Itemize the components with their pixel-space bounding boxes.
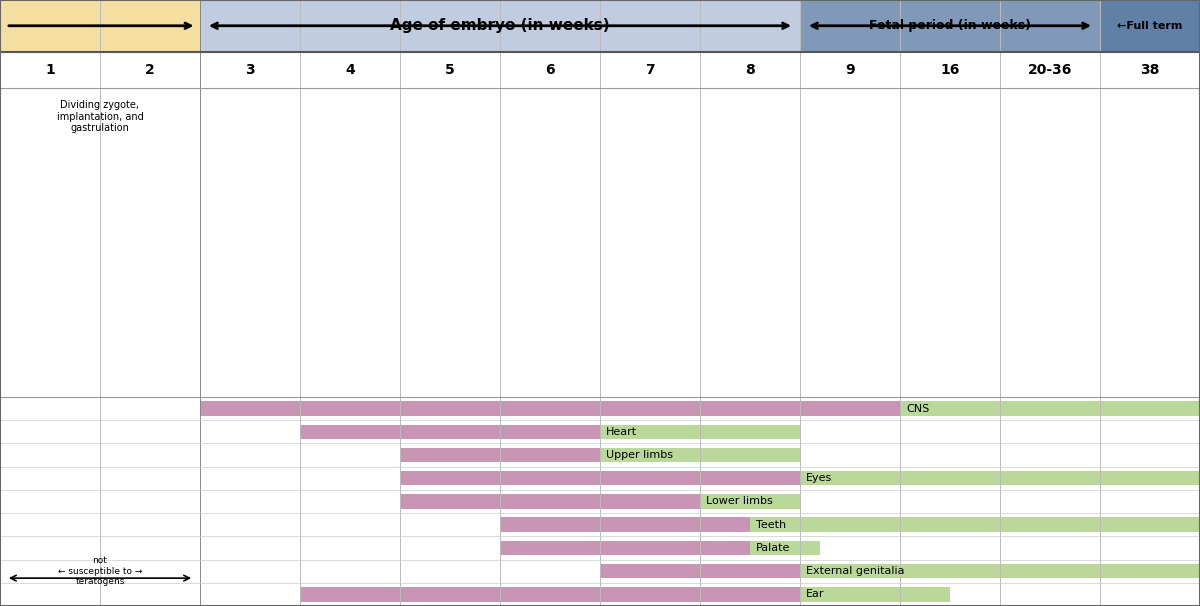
Text: 7: 7 <box>646 62 655 77</box>
Text: 3: 3 <box>245 62 254 77</box>
Text: 5: 5 <box>445 62 455 77</box>
Text: Fetal period (in weeks): Fetal period (in weeks) <box>869 19 1031 32</box>
Text: 16: 16 <box>941 62 960 77</box>
Bar <box>300 587 800 602</box>
Bar <box>0 0 200 52</box>
Bar <box>400 448 600 462</box>
Bar <box>500 541 750 555</box>
Bar <box>600 425 800 439</box>
Bar <box>800 587 950 602</box>
Text: Age of embryo (in weeks): Age of embryo (in weeks) <box>390 18 610 33</box>
Bar <box>800 0 1100 52</box>
Text: 20-36: 20-36 <box>1028 62 1072 77</box>
Text: Upper limbs: Upper limbs <box>606 450 673 460</box>
Bar <box>400 494 700 508</box>
Bar <box>200 0 800 52</box>
Bar <box>400 471 800 485</box>
Text: 6: 6 <box>545 62 554 77</box>
Text: 8: 8 <box>745 62 755 77</box>
Bar <box>500 518 750 532</box>
Text: Ear: Ear <box>806 590 824 599</box>
Bar <box>300 425 600 439</box>
Bar <box>750 518 1200 532</box>
Text: 1: 1 <box>46 62 55 77</box>
Text: Dividing zygote,
implantation, and
gastrulation: Dividing zygote, implantation, and gastr… <box>56 100 143 133</box>
Bar <box>200 401 900 416</box>
Text: Eyes: Eyes <box>806 473 833 483</box>
Text: Heart: Heart <box>606 427 637 437</box>
Text: 38: 38 <box>1140 62 1159 77</box>
Text: Palate: Palate <box>756 543 791 553</box>
Text: ←Full term: ←Full term <box>1117 21 1183 31</box>
Text: Teeth: Teeth <box>756 520 786 530</box>
Bar <box>600 448 800 462</box>
Text: 4: 4 <box>346 62 355 77</box>
Bar <box>1100 0 1200 52</box>
Text: not
← susceptible to →
teratogens: not ← susceptible to → teratogens <box>58 556 142 586</box>
Bar <box>750 541 820 555</box>
Text: CNS: CNS <box>906 404 929 413</box>
Bar <box>900 401 1200 416</box>
Bar <box>700 494 800 508</box>
Bar <box>600 564 800 578</box>
Text: Lower limbs: Lower limbs <box>706 496 773 507</box>
Bar <box>800 564 1200 578</box>
Text: 9: 9 <box>845 62 854 77</box>
Text: External genitalia: External genitalia <box>806 566 905 576</box>
Bar <box>800 471 1200 485</box>
Text: 2: 2 <box>145 62 155 77</box>
